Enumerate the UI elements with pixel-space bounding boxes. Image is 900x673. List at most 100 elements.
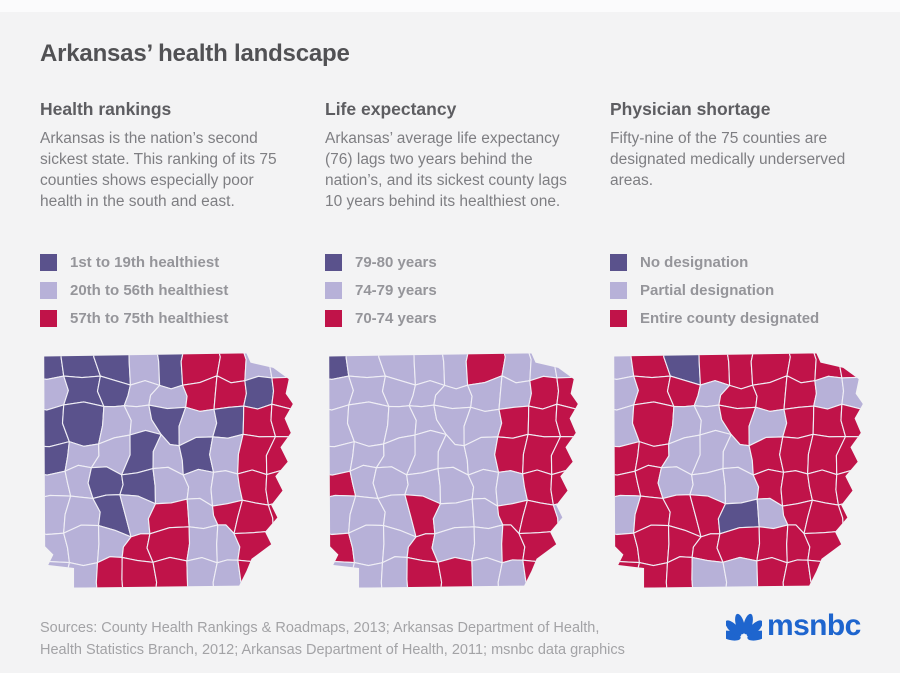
county [186,524,219,564]
top-strip [0,0,900,12]
legend-label: 1st to 19th healthiest [70,253,220,271]
legend-swatch-dark-purple [40,253,57,271]
county [782,559,816,588]
legend-row: 74-79 years [325,276,590,304]
county [271,523,293,565]
county [722,556,759,588]
county [471,557,503,588]
county [345,353,386,379]
county [497,559,531,588]
county [756,524,789,564]
county [152,556,189,588]
legend-label: 20th to 56th healthiest [70,281,229,299]
panels-row: Health rankings Arkansas is the nation’s… [40,99,880,592]
panel-heading: Life expectancy [325,99,457,119]
county [782,405,815,439]
county [265,467,293,506]
county [631,401,675,447]
legend-label: 79-80 years [355,253,437,271]
legend-swatch-crimson [325,309,342,327]
county [44,353,65,380]
county [265,353,293,379]
county [212,405,245,439]
legend-row: 1st to 19th healthiest [40,248,305,276]
legend-swatch-light-purple [40,281,57,299]
legend-swatch-crimson [40,309,57,327]
legend-label: No designation [640,253,749,271]
county [555,403,578,441]
msnbc-peacock-icon [726,613,762,641]
county [835,353,863,379]
legend-row: Partial designation [610,276,875,304]
legend-swatch-dark-purple [610,253,627,271]
legend-row: 70-74 years [325,304,590,332]
panel-heading: Physician shortage [610,99,771,119]
county [633,524,670,567]
county [552,499,578,532]
county [186,557,218,588]
county [840,403,863,441]
county [237,559,273,588]
panel-heading: Health rankings [40,99,172,119]
county [348,524,385,567]
county [633,562,669,588]
county [128,353,161,386]
legend-label: Entire county designated [640,309,820,327]
county [329,353,350,380]
county [832,557,863,588]
county [630,353,671,379]
county [63,524,100,567]
msnbc-logo: msnbc [726,605,861,647]
county [522,559,558,588]
county [691,556,728,588]
county [528,375,560,410]
county [437,556,474,588]
county [121,556,158,588]
county [807,559,843,588]
county [748,436,785,476]
county [270,403,293,441]
panel-description: Arkansas’ average life expectancy (76) l… [325,130,567,210]
county [243,375,275,410]
county [837,499,863,532]
county [550,467,578,506]
panel-description: Arkansas is the nation’s second sickest … [40,130,277,210]
county [329,560,355,588]
legend-swatch-light-purple [610,281,627,299]
county [346,401,390,447]
county [63,562,99,588]
page-title: Arkansas’ health landscape [40,40,350,67]
arkansas-map-physician-shortage [610,348,875,592]
county [556,523,578,565]
county [348,562,384,588]
county [614,353,635,380]
county [44,560,70,588]
county [813,375,845,410]
arkansas-map-health-rankings [40,348,305,592]
county [463,436,500,476]
legend-row: No designation [610,248,875,276]
county [267,499,293,532]
county [614,560,640,588]
legend-row: 57th to 75th healthiest [40,304,305,332]
county [547,557,578,588]
legend-health-rankings: 1st to 19th healthiest 20th to 56th heal… [40,248,305,332]
legend-swatch-dark-purple [325,253,342,271]
sources-text: Sources: County Health Rankings & Roadma… [40,618,700,661]
panel-health-rankings: Health rankings Arkansas is the nation’s… [40,99,305,592]
county [471,524,504,564]
county [665,556,695,588]
msnbc-logo-text: msnbc [767,609,861,642]
county [60,353,101,379]
county [262,557,293,588]
panel-physician-shortage: Physician shortage Fifty-nine of the 75 … [610,99,875,592]
legend-swatch-crimson [610,309,627,327]
county [518,530,559,565]
infographic: Arkansas’ health landscape Health rankin… [40,12,880,592]
legend-row: 20th to 56th healthiest [40,276,305,304]
county [413,353,446,386]
legend-label: 74-79 years [355,281,437,299]
county [212,559,246,588]
legend-row: Entire county designated [610,304,875,332]
sources-line-2: Health Statistics Branch, 2012; Arkansas… [40,641,625,658]
